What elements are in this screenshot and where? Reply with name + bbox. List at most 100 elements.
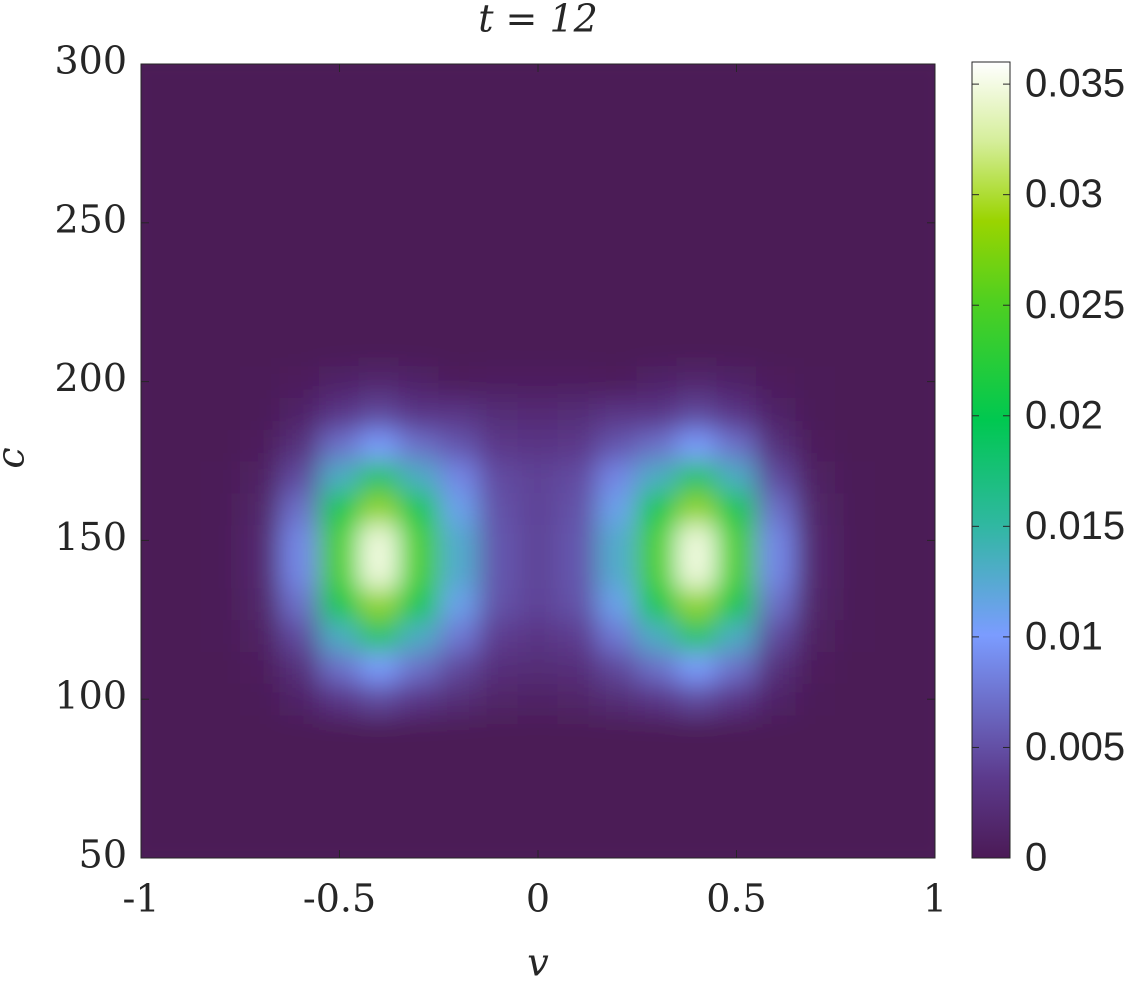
cell <box>358 269 400 303</box>
cell <box>517 714 559 748</box>
cell <box>141 746 162 780</box>
cell <box>477 428 519 462</box>
cell <box>914 460 935 494</box>
cell <box>141 524 162 557</box>
cell <box>716 79 757 113</box>
cell <box>676 460 718 494</box>
cell <box>160 142 202 176</box>
cell <box>874 428 916 462</box>
cell <box>438 79 479 113</box>
cell <box>517 174 559 208</box>
cell <box>597 111 638 144</box>
cell <box>597 428 638 462</box>
cell <box>358 492 400 526</box>
chart-title: t = 12 <box>478 0 598 41</box>
cell <box>835 365 876 398</box>
cell <box>239 269 281 303</box>
cell <box>477 301 519 335</box>
cell <box>358 809 400 843</box>
cell <box>398 396 440 430</box>
cell <box>716 587 757 621</box>
cell <box>597 238 638 271</box>
cell <box>200 841 241 858</box>
cell <box>279 587 321 621</box>
cell <box>319 555 360 589</box>
cell <box>716 333 757 367</box>
cell <box>716 269 757 303</box>
cell <box>914 682 935 716</box>
cell <box>597 809 638 843</box>
cell <box>239 333 281 367</box>
cell <box>835 396 876 430</box>
cell <box>517 524 559 557</box>
cell <box>200 555 241 589</box>
cell <box>716 555 757 589</box>
cell <box>517 619 559 653</box>
y-tick-label: 100 <box>54 674 127 718</box>
cell <box>358 555 400 589</box>
cell <box>477 682 519 716</box>
cell <box>319 206 360 240</box>
cell <box>557 79 599 113</box>
cell <box>358 79 400 113</box>
cell <box>239 396 281 430</box>
cell <box>517 651 559 684</box>
cell <box>795 174 837 208</box>
cell <box>636 206 678 240</box>
cell <box>676 778 718 811</box>
cell <box>517 428 559 462</box>
cell <box>795 64 837 81</box>
cell <box>676 142 718 176</box>
cell <box>795 142 837 176</box>
cell <box>239 809 281 843</box>
cell <box>477 365 519 398</box>
cell <box>319 396 360 430</box>
cell <box>795 428 837 462</box>
cell <box>755 682 797 716</box>
cell <box>279 651 321 684</box>
cell <box>517 206 559 240</box>
cell <box>517 492 559 526</box>
cell <box>716 206 757 240</box>
cell <box>597 682 638 716</box>
cell <box>200 682 241 716</box>
cell <box>319 79 360 113</box>
cell <box>914 111 935 144</box>
cell <box>160 365 202 398</box>
cell <box>438 587 479 621</box>
cell <box>200 746 241 780</box>
cell <box>438 619 479 653</box>
cell <box>835 460 876 494</box>
cell <box>517 365 559 398</box>
cell <box>636 619 678 653</box>
cell <box>795 111 837 144</box>
cell <box>597 301 638 335</box>
cell <box>755 333 797 367</box>
cell <box>358 365 400 398</box>
cell <box>398 619 440 653</box>
cell <box>477 841 519 858</box>
cell <box>141 809 162 843</box>
cell <box>636 841 678 858</box>
cell <box>636 460 678 494</box>
cell <box>676 587 718 621</box>
cell <box>239 460 281 494</box>
cell <box>279 365 321 398</box>
cell <box>239 746 281 780</box>
cell <box>755 269 797 303</box>
cell <box>200 269 241 303</box>
cell <box>835 333 876 367</box>
cell <box>517 555 559 589</box>
cell <box>914 555 935 589</box>
cell <box>636 365 678 398</box>
cell <box>279 746 321 780</box>
cell <box>438 365 479 398</box>
cell <box>438 524 479 557</box>
cell <box>141 174 162 208</box>
cell <box>200 206 241 240</box>
cell <box>319 714 360 748</box>
cell <box>795 746 837 780</box>
cell <box>398 333 440 367</box>
cell <box>676 174 718 208</box>
cell <box>398 778 440 811</box>
